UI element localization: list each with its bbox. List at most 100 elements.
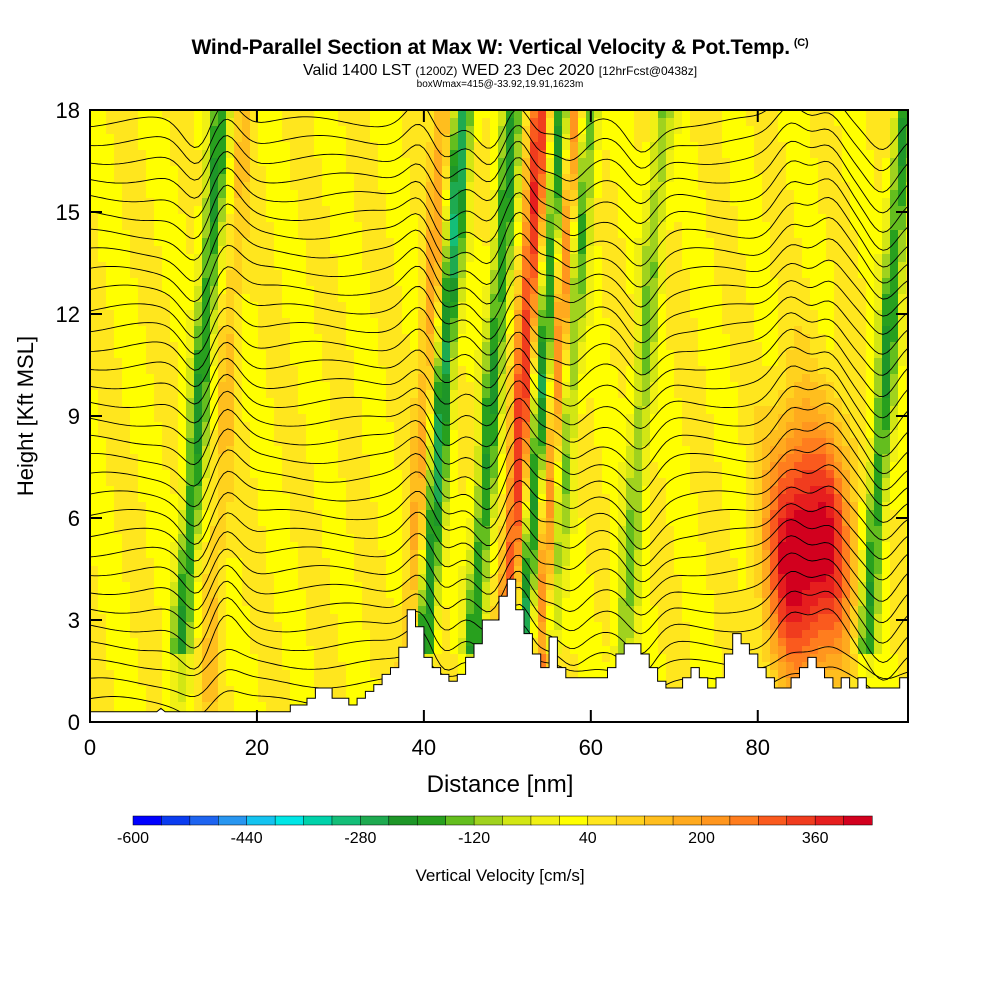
velocity-cell <box>274 118 283 127</box>
velocity-cell <box>122 558 131 567</box>
velocity-cell <box>242 558 251 567</box>
velocity-cell <box>354 286 363 295</box>
velocity-cell <box>186 190 195 199</box>
velocity-cell <box>586 294 595 303</box>
velocity-cell <box>226 158 235 167</box>
velocity-cell <box>98 526 107 535</box>
velocity-cell <box>290 694 299 703</box>
velocity-cell <box>202 702 211 711</box>
velocity-cell <box>98 510 107 519</box>
velocity-cell <box>538 310 547 319</box>
velocity-cell <box>426 462 435 471</box>
velocity-cell <box>466 646 475 655</box>
velocity-cell <box>106 190 115 199</box>
velocity-cell <box>146 686 155 695</box>
velocity-cell <box>138 310 147 319</box>
velocity-cell <box>178 254 187 263</box>
velocity-cell <box>122 302 131 311</box>
velocity-cell <box>506 390 515 399</box>
velocity-cell <box>410 382 419 391</box>
velocity-cell <box>122 518 131 527</box>
velocity-cell <box>266 502 275 511</box>
velocity-cell <box>274 662 283 671</box>
velocity-cell <box>466 462 475 471</box>
velocity-cell <box>562 142 571 151</box>
velocity-cell <box>370 526 379 535</box>
velocity-cell <box>386 238 395 247</box>
velocity-cell <box>314 654 323 663</box>
velocity-cell <box>602 382 611 391</box>
velocity-cell <box>514 342 523 351</box>
velocity-cell <box>298 334 307 343</box>
velocity-cell <box>498 454 507 463</box>
velocity-cell <box>546 134 555 143</box>
velocity-cell <box>442 478 451 487</box>
velocity-cell <box>306 382 315 391</box>
velocity-cell <box>338 286 347 295</box>
velocity-cell <box>186 166 195 175</box>
velocity-cell <box>202 142 211 151</box>
velocity-cell <box>282 222 291 231</box>
velocity-cell <box>298 390 307 399</box>
velocity-cell <box>450 358 459 367</box>
velocity-cell <box>122 358 131 367</box>
velocity-cell <box>266 430 275 439</box>
velocity-cell <box>346 534 355 543</box>
velocity-cell <box>146 182 155 191</box>
velocity-cell <box>98 422 107 431</box>
velocity-cell <box>178 422 187 431</box>
velocity-cell <box>418 414 427 423</box>
velocity-cell <box>538 470 547 479</box>
velocity-cell <box>514 334 523 343</box>
velocity-cell <box>466 118 475 127</box>
velocity-cell <box>530 366 539 375</box>
velocity-cell <box>106 198 115 207</box>
velocity-cell <box>362 374 371 383</box>
velocity-cell <box>122 390 131 399</box>
velocity-cell <box>450 454 459 463</box>
velocity-cell <box>594 182 603 191</box>
velocity-cell <box>202 638 211 647</box>
velocity-cell <box>282 470 291 479</box>
velocity-cell <box>362 686 371 695</box>
velocity-cell <box>426 198 435 207</box>
velocity-cell <box>170 334 179 343</box>
velocity-cell <box>138 430 147 439</box>
velocity-cell <box>282 302 291 311</box>
velocity-cell <box>394 174 403 183</box>
velocity-cell <box>234 126 243 135</box>
velocity-cell <box>514 446 523 455</box>
velocity-cell <box>474 158 483 167</box>
velocity-cell <box>466 382 475 391</box>
velocity-cell <box>218 654 227 663</box>
velocity-cell <box>346 270 355 279</box>
velocity-cell <box>162 118 171 127</box>
velocity-cell <box>450 198 459 207</box>
velocity-cell <box>346 334 355 343</box>
velocity-cell <box>250 302 259 311</box>
velocity-cell <box>242 214 251 223</box>
velocity-cell <box>586 262 595 271</box>
velocity-cell <box>306 406 315 415</box>
velocity-cell <box>530 470 539 479</box>
velocity-cell <box>290 302 299 311</box>
velocity-cell <box>266 558 275 567</box>
velocity-cell <box>474 454 483 463</box>
velocity-cell <box>282 270 291 279</box>
velocity-cell <box>410 182 419 191</box>
velocity-cell <box>306 142 315 151</box>
velocity-cell <box>138 454 147 463</box>
velocity-cell <box>242 566 251 575</box>
velocity-cell <box>538 222 547 231</box>
velocity-cell <box>122 262 131 271</box>
velocity-cell <box>394 302 403 311</box>
velocity-cell <box>202 470 211 479</box>
velocity-cell <box>274 446 283 455</box>
velocity-cell <box>570 382 579 391</box>
velocity-cell <box>218 182 227 191</box>
velocity-cell <box>322 230 331 239</box>
velocity-cell <box>314 502 323 511</box>
velocity-cell <box>250 350 259 359</box>
velocity-cell <box>554 206 563 215</box>
velocity-cell <box>602 246 611 255</box>
